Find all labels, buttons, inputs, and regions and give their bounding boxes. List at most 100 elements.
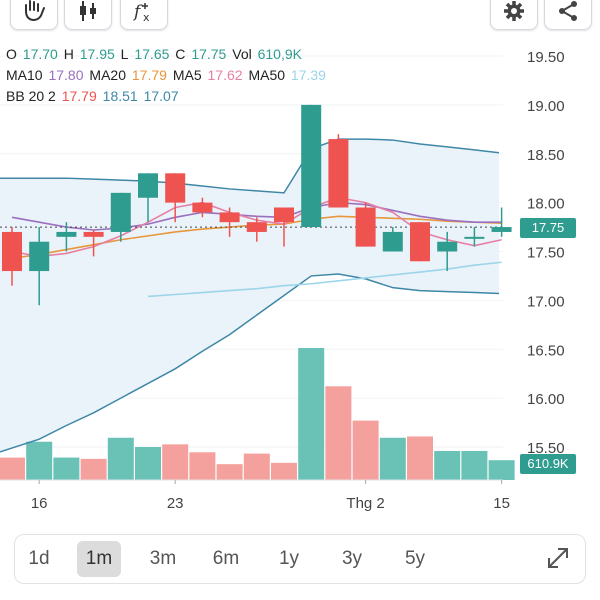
candle-body [464, 236, 485, 239]
volume-bar [407, 436, 433, 480]
candle-body [83, 231, 104, 237]
legend-bb-label: BB 20 2 [6, 88, 56, 104]
legend-volume-label: Vol [232, 46, 252, 62]
volume-bar [325, 386, 352, 480]
indicators-button[interactable]: f x [120, 0, 168, 30]
last-price-tag: 17.75 [520, 218, 576, 238]
y-axis: 19.50 19.00 18.50 18.00 17.50 17.00 16.50 16.00… [527, 49, 565, 457]
candle-body [382, 231, 403, 252]
volume-bar [434, 450, 461, 480]
legend-bb-mid-value: 17.79 [61, 88, 97, 104]
legend-ma50-label: MA50 [248, 67, 286, 83]
legend-high-label: H [63, 46, 74, 62]
candle-body [192, 202, 213, 213]
volume-bar [216, 464, 243, 480]
y-tick-label: 16.00 [527, 391, 565, 408]
volume-bar [26, 441, 53, 480]
svg-text:f: f [132, 2, 143, 22]
timeframe-1m[interactable]: 1m [77, 541, 121, 577]
legend-ohlc: O 17.70 H 17.95 L 17.65 C 17.75 Vol 610,… [6, 46, 304, 62]
volume-bar [189, 452, 216, 480]
candle-body [246, 222, 267, 232]
candle-body [138, 173, 158, 198]
timeframe-1y[interactable]: 1y [278, 548, 300, 569]
chart-toolbar: f x [0, 0, 600, 32]
y-tick-label: 17.50 [527, 245, 565, 262]
legend-open-label: O [6, 46, 17, 62]
volume-bars [0, 348, 515, 480]
candle-body [29, 241, 50, 272]
legend-ma: MA10 17.80 MA20 17.79 MA5 17.62 MA50 17.… [6, 67, 328, 83]
legend-ma5-value: 17.62 [207, 67, 243, 83]
legend-close-value: 17.75 [191, 46, 227, 62]
share-icon [559, 1, 577, 21]
candle-body [355, 207, 376, 247]
timeframe-5y[interactable]: 5y [404, 548, 426, 569]
y-tick-label: 19.00 [527, 98, 565, 115]
legend-low-label: L [120, 46, 129, 62]
candle-body [219, 212, 240, 223]
chart-type-button[interactable] [64, 0, 112, 30]
volume-bar [0, 457, 25, 480]
gear-icon [504, 1, 524, 21]
hand-icon [25, 0, 45, 22]
bollinger-lower-line [0, 273, 500, 453]
volume-bar [162, 444, 189, 480]
settings-button[interactable] [490, 0, 538, 30]
x-axis: 16 23 Thg 2 15 [0, 479, 510, 512]
timeframe-6m[interactable]: 6m [212, 548, 240, 569]
volume-bar [298, 348, 325, 480]
candle-body [491, 227, 512, 232]
legend-ma10-value: 17.80 [48, 67, 84, 83]
candle-body [2, 231, 22, 272]
volume-bar [379, 437, 406, 480]
legend-ma5-label: MA5 [172, 67, 202, 83]
timeframe-3m[interactable]: 3m [149, 548, 177, 569]
candle-body [56, 231, 77, 237]
legend-high-value: 17.95 [79, 46, 115, 62]
volume-bar [271, 462, 297, 480]
hand-tool-button[interactable] [10, 0, 58, 30]
volume-bar [488, 460, 515, 480]
y-tick-label: 19.50 [527, 49, 565, 66]
timeframe-1d[interactable]: 1d [28, 548, 50, 569]
y-tick-label: 18.50 [527, 147, 565, 164]
candle-body [110, 192, 131, 232]
volume-bar [53, 457, 80, 480]
bollinger-upper-line [0, 138, 500, 194]
price-chart[interactable]: 19.50 19.00 18.50 18.00 17.50 17.00 16.50 16.00… [0, 36, 600, 526]
share-button[interactable] [544, 0, 592, 30]
candle-body [410, 222, 430, 262]
legend-open-value: 17.70 [22, 46, 58, 62]
legend-ma10-label: MA10 [6, 67, 43, 83]
volume-bar [80, 458, 107, 480]
candlestick-icon [80, 1, 96, 21]
candles [2, 104, 512, 306]
x-tick-label: Thg 2 [346, 495, 384, 512]
timeframe-bar: 1d 1m 3m 6m 1y 3y 5y [14, 534, 586, 584]
volume-bar [107, 437, 134, 480]
function-icon: f x [132, 2, 150, 23]
legend-volume-value: 610,9K [257, 46, 302, 62]
x-tick-label: 23 [167, 495, 184, 512]
legend-bb-upper-value: 18.51 [102, 88, 138, 104]
legend-ma50-value: 17.39 [290, 67, 326, 83]
ma50-line [147, 261, 502, 298]
x-tick-label: 15 [493, 495, 510, 512]
y-tick-label: 15.50 [527, 440, 565, 457]
y-tick-label: 16.50 [527, 342, 565, 359]
legend-ma20-label: MA20 [89, 67, 126, 83]
volume-bar [461, 450, 488, 480]
volume-bar [243, 453, 270, 480]
legend-bb-lower-value: 17.07 [143, 88, 179, 104]
svg-text:x: x [143, 11, 150, 23]
timeframe-3y[interactable]: 3y [341, 548, 363, 569]
fullscreen-button[interactable] [543, 543, 573, 573]
volume-tag: 610.9K [520, 454, 576, 474]
expand-icon [548, 548, 568, 568]
legend-low-value: 17.65 [134, 46, 170, 62]
legend-ma20-value: 17.79 [131, 67, 167, 83]
candle-body [165, 173, 186, 203]
x-tick-label: 16 [31, 495, 48, 512]
candle-body [274, 207, 294, 223]
